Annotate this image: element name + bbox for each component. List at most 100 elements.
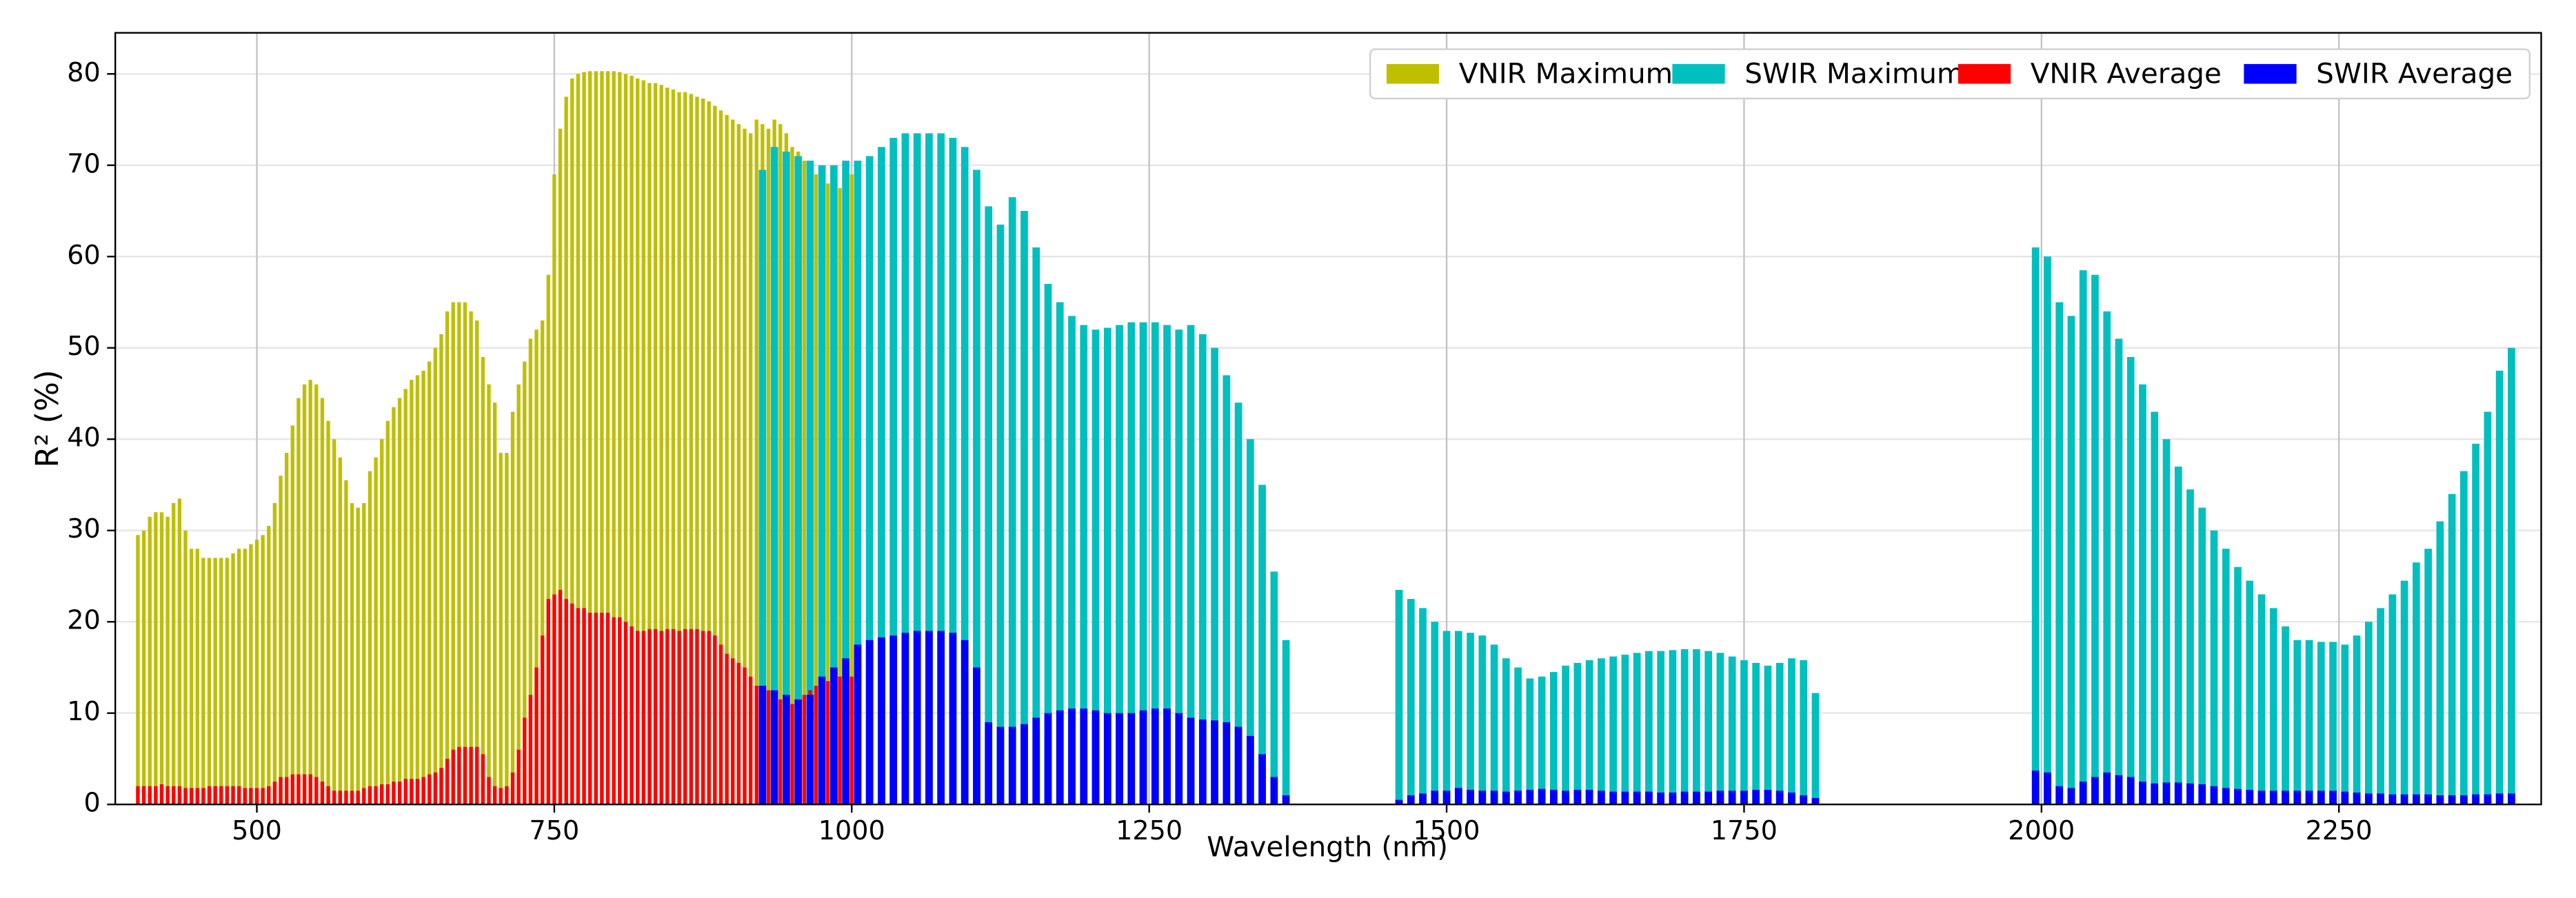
- bar: [213, 786, 217, 805]
- bar: [385, 420, 390, 805]
- bar: [2257, 594, 2266, 805]
- bar: [1609, 791, 1617, 805]
- bar: [213, 558, 217, 805]
- bar: [1800, 795, 1808, 805]
- bar: [2448, 795, 2456, 805]
- bar: [1442, 790, 1451, 805]
- bar: [1419, 608, 1427, 805]
- bar: [1549, 790, 1558, 805]
- bar: [534, 667, 539, 805]
- bar: [326, 420, 330, 805]
- bar: [630, 75, 634, 805]
- bar: [778, 124, 783, 805]
- bar: [463, 746, 467, 805]
- bar: [725, 653, 729, 805]
- bar: [136, 535, 140, 805]
- bar: [854, 644, 862, 805]
- bar: [516, 749, 521, 805]
- x-tick-label: 1250: [1116, 815, 1183, 846]
- bar: [487, 777, 491, 805]
- bar: [261, 535, 265, 805]
- bar: [2413, 794, 2420, 805]
- bar: [2329, 790, 2337, 805]
- bar: [641, 80, 645, 805]
- bar: [600, 612, 604, 805]
- bar: [2353, 792, 2361, 805]
- bar: [1116, 325, 1123, 805]
- bar: [826, 183, 830, 805]
- bar: [475, 746, 479, 805]
- bar: [1478, 635, 1487, 805]
- bar: [380, 784, 384, 805]
- bar: [985, 722, 993, 805]
- bar: [172, 786, 176, 805]
- bar: [172, 502, 176, 805]
- y-tick-label: 50: [67, 331, 101, 361]
- bar: [1478, 790, 1487, 805]
- bar: [2508, 793, 2515, 805]
- bar: [718, 644, 723, 805]
- bar: [148, 516, 152, 805]
- bar: [445, 758, 450, 805]
- bar: [1775, 662, 1784, 805]
- bar: [854, 161, 862, 805]
- bar: [356, 507, 360, 805]
- bar: [707, 631, 711, 805]
- bar: [2210, 786, 2218, 805]
- bar: [290, 774, 294, 805]
- bar: [2055, 786, 2064, 805]
- bar: [2424, 549, 2432, 805]
- bar: [1258, 484, 1266, 805]
- bar: [2257, 790, 2266, 805]
- bar: [1538, 676, 1546, 805]
- bar: [1056, 302, 1064, 805]
- bar-series: [758, 133, 2515, 805]
- bar: [636, 78, 640, 805]
- bar: [183, 788, 188, 805]
- bar: [937, 133, 945, 805]
- bar: [576, 608, 581, 805]
- bar: [421, 777, 425, 805]
- bar: [1211, 347, 1218, 805]
- y-tick-label: 20: [67, 605, 101, 635]
- bar: [2448, 493, 2456, 805]
- bar: [849, 676, 854, 805]
- bar: [2400, 794, 2408, 805]
- legend-swatch: [1672, 63, 1725, 84]
- bar: [1056, 710, 1064, 805]
- bar: [1175, 713, 1183, 805]
- bar: [427, 774, 432, 805]
- bar: [177, 786, 182, 805]
- bar: [2377, 608, 2384, 805]
- bar: [2103, 311, 2111, 805]
- bar: [1080, 708, 1088, 805]
- bar: [1716, 653, 1724, 805]
- bar: [403, 389, 407, 805]
- bar: [314, 777, 319, 805]
- bar: [1740, 660, 1748, 805]
- bar: [2269, 790, 2277, 805]
- bar: [219, 786, 223, 805]
- bar: [1609, 656, 1617, 805]
- bar: [659, 631, 663, 805]
- bar: [1211, 720, 1218, 805]
- bar: [2126, 356, 2135, 805]
- bar: [2293, 790, 2302, 805]
- bar: [2484, 411, 2492, 805]
- bar: [254, 539, 259, 805]
- bar: [2413, 562, 2420, 805]
- bar: [689, 94, 694, 805]
- bar: [481, 356, 485, 805]
- bar: [2139, 384, 2146, 805]
- bar: [1549, 672, 1558, 805]
- bar: [849, 174, 854, 805]
- bar: [1044, 713, 1052, 805]
- bar: [2400, 580, 2408, 805]
- bar: [344, 480, 348, 805]
- bar: [725, 114, 729, 805]
- bar: [451, 749, 455, 805]
- bar: [1598, 658, 1605, 805]
- bar: [445, 311, 450, 805]
- bar: [368, 471, 372, 805]
- bar: [219, 558, 223, 805]
